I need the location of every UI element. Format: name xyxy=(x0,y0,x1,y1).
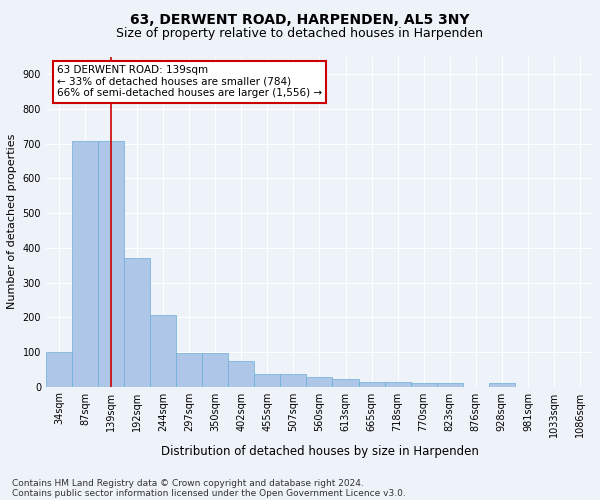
Bar xyxy=(385,382,410,386)
Bar xyxy=(98,142,124,386)
Bar xyxy=(332,379,359,386)
Text: Size of property relative to detached houses in Harpenden: Size of property relative to detached ho… xyxy=(116,28,484,40)
Bar xyxy=(124,258,150,386)
Bar xyxy=(202,353,228,386)
Text: 63, DERWENT ROAD, HARPENDEN, AL5 3NY: 63, DERWENT ROAD, HARPENDEN, AL5 3NY xyxy=(130,12,470,26)
Bar xyxy=(254,374,280,386)
Bar xyxy=(228,362,254,386)
Bar xyxy=(489,383,515,386)
Bar xyxy=(307,377,332,386)
X-axis label: Distribution of detached houses by size in Harpenden: Distribution of detached houses by size … xyxy=(161,445,478,458)
Text: Contains HM Land Registry data © Crown copyright and database right 2024.: Contains HM Land Registry data © Crown c… xyxy=(12,478,364,488)
Bar xyxy=(437,383,463,386)
Text: Contains public sector information licensed under the Open Government Licence v3: Contains public sector information licen… xyxy=(12,488,406,498)
Text: 63 DERWENT ROAD: 139sqm
← 33% of detached houses are smaller (784)
66% of semi-d: 63 DERWENT ROAD: 139sqm ← 33% of detache… xyxy=(57,65,322,98)
Bar xyxy=(72,142,98,386)
Bar xyxy=(359,382,385,386)
Y-axis label: Number of detached properties: Number of detached properties xyxy=(7,134,17,310)
Bar xyxy=(46,352,72,386)
Bar xyxy=(280,374,307,386)
Bar xyxy=(410,383,437,386)
Bar xyxy=(150,316,176,386)
Bar xyxy=(176,353,202,386)
